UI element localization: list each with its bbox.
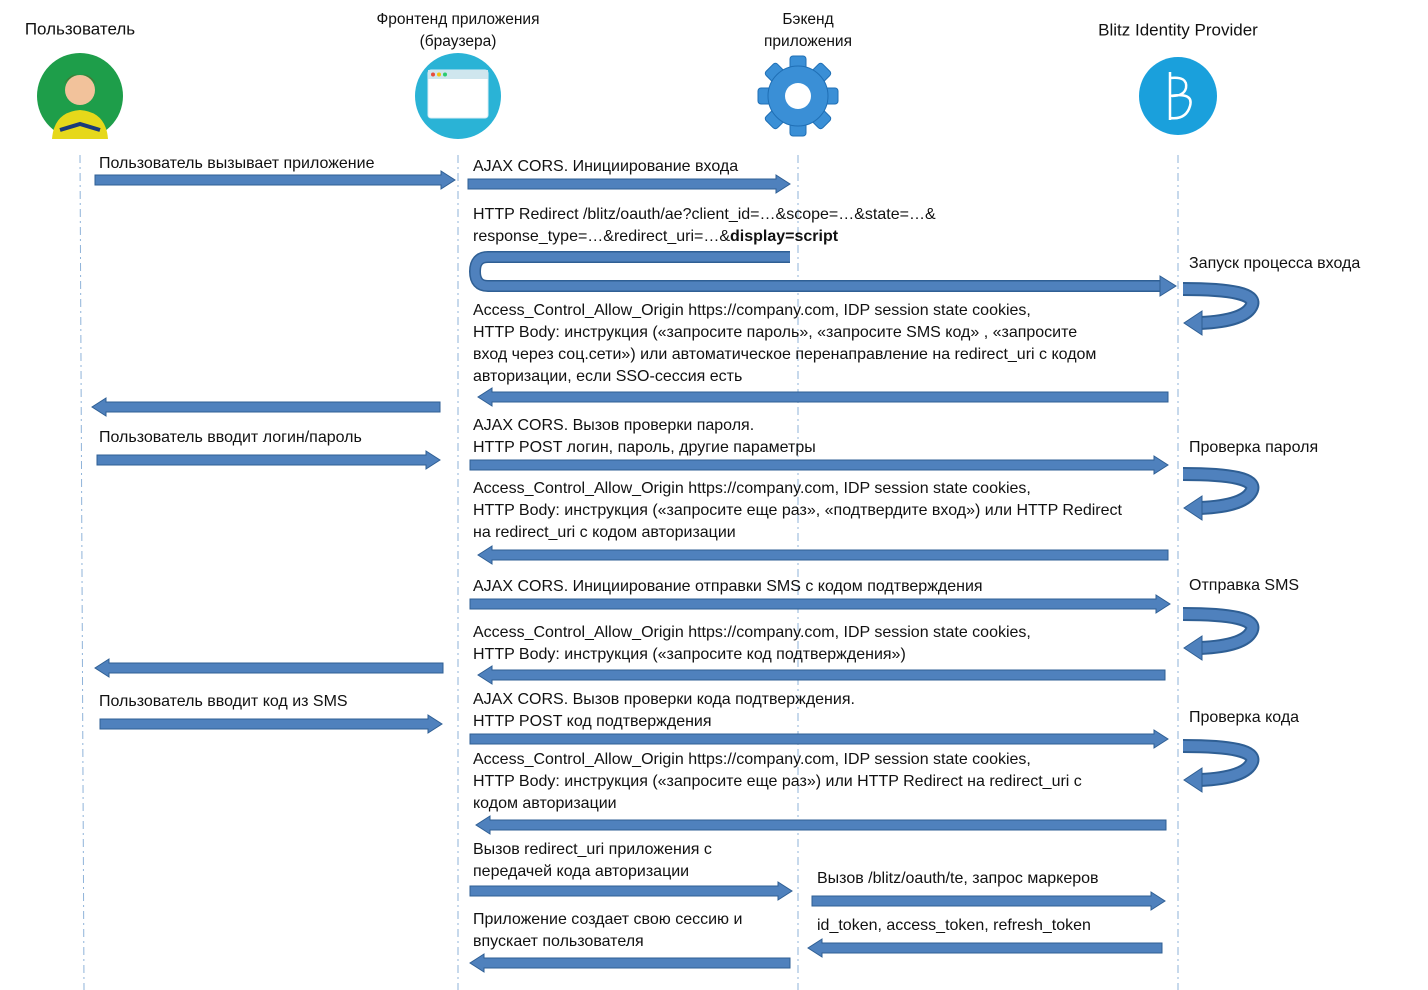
- message-text: Access_Control_Allow_Origin https://comp…: [473, 624, 1031, 641]
- lifeline: [79, 154, 85, 990]
- message-text: Access_Control_Allow_Origin https://comp…: [473, 302, 1031, 319]
- participant-label: (браузера): [420, 33, 497, 50]
- message-text: вход через соц.сети») или автоматическое…: [473, 346, 1096, 363]
- message-arrow: [469, 455, 1169, 475]
- message-arrow: [477, 545, 1169, 565]
- message-text: Пользователь вводит логин/пароль: [99, 429, 362, 446]
- redirect-arrowhead: [1159, 275, 1177, 297]
- message-arrow: [96, 450, 441, 470]
- message-text: Access_Control_Allow_Origin https://comp…: [473, 480, 1031, 497]
- message-text: AJAX CORS. Вызов проверки кода подтвержд…: [473, 691, 855, 708]
- message-text: Вызов /blitz/oauth/te, запрос маркеров: [817, 870, 1099, 887]
- participant-label: Фронтенд приложения: [377, 11, 540, 28]
- lifelines: [79, 154, 1179, 990]
- message-text: AJAX CORS. Инициирование отправки SMS с …: [473, 578, 983, 595]
- message-text: передачей кода авторизации: [473, 863, 689, 880]
- message-text: id_token, access_token, refresh_token: [817, 917, 1091, 934]
- message-text: response_type=…&redirect_uri=…&display=s…: [473, 228, 839, 245]
- message-text: авторизации, если SSO-сессия есть: [473, 368, 742, 385]
- message-arrow: [469, 594, 1171, 614]
- message-arrow: [475, 815, 1167, 835]
- redirect-arrow: [470, 252, 1160, 291]
- message-text: HTTP Body: инструкция («запросите еще ра…: [473, 773, 1082, 790]
- message-text: HTTP POST код подтверждения: [473, 713, 712, 730]
- message-text: HTTP Body: инструкция («запросите еще ра…: [473, 502, 1123, 519]
- message-arrow: [469, 953, 791, 973]
- blitz-icon: [1139, 57, 1217, 135]
- participant-label: Бэкенд: [782, 11, 833, 28]
- message-text: впускает пользователя: [473, 933, 644, 950]
- message-text: HTTP Body: инструкция («запросите пароль…: [473, 324, 1077, 341]
- self-action-arrowhead: [1183, 495, 1203, 521]
- message-text: Вызов redirect_uri приложения с: [473, 841, 712, 858]
- self-action-label: Запуск процесса входа: [1189, 255, 1360, 272]
- message-text: на redirect_uri с кодом авторизации: [473, 524, 736, 541]
- message-arrow: [91, 397, 441, 417]
- self-action-label: Отправка SMS: [1189, 577, 1299, 594]
- message-text: Access_Control_Allow_Origin https://comp…: [473, 751, 1031, 768]
- message-arrow: [477, 387, 1169, 407]
- participant-label: Пользователь: [25, 19, 135, 38]
- message-arrow: [99, 714, 443, 734]
- message-arrow: [477, 665, 1166, 685]
- message-text: HTTP Redirect /blitz/oauth/ae?client_id=…: [473, 206, 936, 223]
- labels: Пользователь Фронтенд приложения (браузера…: [25, 11, 1361, 950]
- message-arrow: [94, 170, 456, 190]
- message-arrow: [469, 729, 1169, 749]
- arrows: [91, 170, 1260, 973]
- browser-icon: [415, 53, 501, 139]
- message-text: кодом авторизации: [473, 795, 617, 812]
- message-arrow: [469, 881, 793, 901]
- self-action-curl: [1182, 741, 1258, 785]
- message-text: Пользователь вызывает приложение: [99, 155, 375, 172]
- self-action-arrowhead: [1183, 635, 1203, 661]
- message-text: Приложение создает свою сессию и: [473, 911, 742, 928]
- message-text: HTTP POST логин, пароль, другие параметр…: [473, 439, 816, 456]
- message-text: AJAX CORS. Инициирование входа: [473, 158, 738, 175]
- self-action-curl: [1182, 469, 1258, 513]
- self-action-label: Проверка кода: [1189, 709, 1299, 726]
- self-action-curl: [1182, 284, 1258, 328]
- message-text: HTTP Body: инструкция («запросите код по…: [473, 646, 906, 663]
- message-arrow: [811, 891, 1166, 911]
- user-icon: [37, 53, 123, 139]
- participant-label: приложения: [764, 33, 852, 50]
- message-arrow: [94, 658, 444, 678]
- participant-label: Blitz Identity Provider: [1098, 20, 1258, 39]
- self-action-arrowhead: [1183, 310, 1203, 336]
- message-arrow: [807, 938, 1163, 958]
- gear-icon: [757, 55, 839, 137]
- message-emphasis: display=script: [730, 228, 839, 245]
- message-text: Пользователь вводит код из SMS: [99, 693, 348, 710]
- message-arrow: [467, 174, 791, 194]
- message-text: AJAX CORS. Вызов проверки пароля.: [473, 417, 754, 434]
- self-action-curl: [1182, 609, 1258, 653]
- self-action-label: Проверка пароля: [1189, 439, 1318, 456]
- self-action-arrowhead: [1183, 767, 1203, 793]
